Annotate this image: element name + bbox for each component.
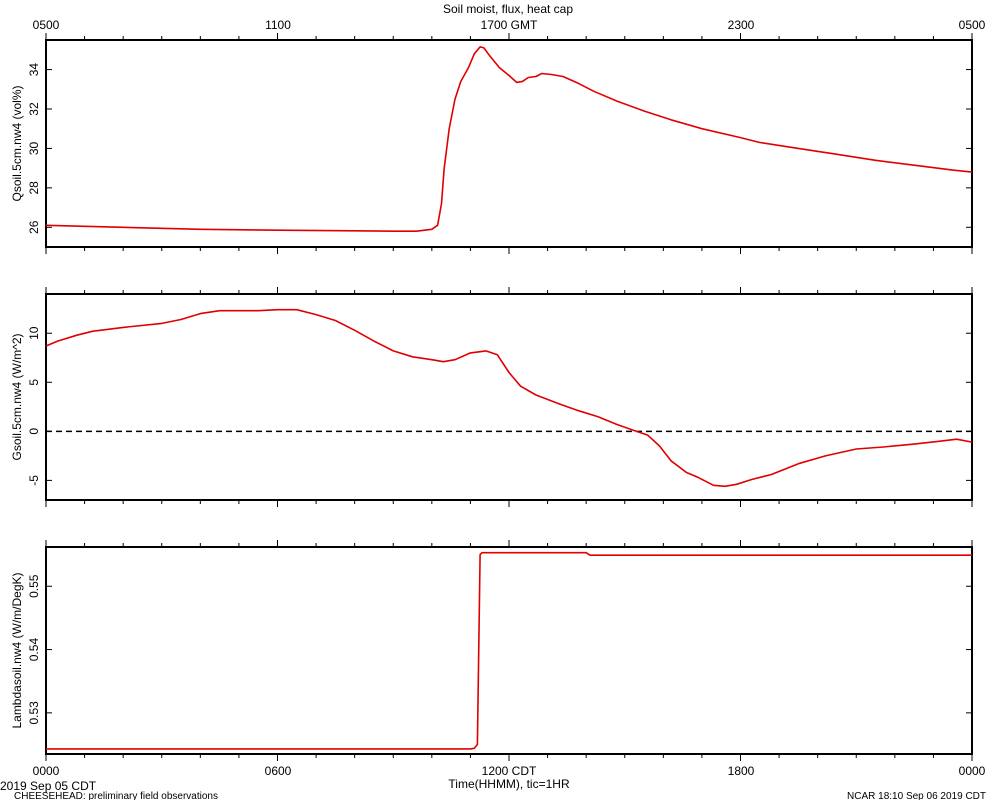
bottom-axis-tick-labels: 0000 0600 1200 CDT 1800 0000: [33, 764, 986, 778]
chart-title: Soil moist, flux, heat cap: [443, 2, 573, 16]
bottom-tick-label-0: 0000: [33, 764, 60, 778]
y-tick-label: 26: [27, 220, 41, 234]
y-tick-label: 32: [27, 102, 41, 116]
thermal-conductivity-series-line: [46, 551, 972, 750]
y-tick-label: 0: [27, 428, 41, 435]
bottom-tick-label-1: 0600: [265, 764, 292, 778]
top-tick-label-2: 1700 GMT: [481, 18, 538, 32]
soil-heat-flux-plot-frame: [45, 293, 973, 501]
bottom-tick-label-2: 1200 CDT: [482, 764, 537, 778]
thermal-conductivity-plot-frame: [45, 546, 973, 755]
y-tick-label: 0.55: [27, 574, 41, 598]
y-tick-label: 10: [27, 326, 41, 340]
y-tick-label: 30: [27, 141, 41, 155]
top-tick-label-0: 0500: [33, 18, 60, 32]
top-tick-label-1: 1100: [265, 18, 291, 32]
soil-moisture-y-axis-label: Qsoil.5cm.nw4 (vol%): [10, 85, 24, 201]
bottom-tick-label-4: 0000: [959, 764, 986, 778]
top-tick-label-4: 0500: [959, 18, 986, 32]
soil-moisture-plot-frame: [45, 39, 973, 248]
y-tick-label: 28: [27, 181, 41, 195]
start-date-label: 2019 Sep 05 CDT: [0, 779, 97, 793]
thermal-conductivity-y-axis-label: Lambdasoil.nw4 (W/m/DegK): [10, 572, 24, 728]
footer-project-note: CHEESEHEAD: preliminary field observatio…: [14, 791, 218, 800]
y-tick-label: 5: [27, 379, 41, 386]
top-axis-tick-labels: 0500 1100 1700 GMT 2300 0500: [33, 18, 986, 32]
soil-moisture-series-line: [45, 46, 973, 232]
y-tick-label: 0.53: [27, 701, 41, 725]
top-tick-label-3: 2300: [728, 18, 755, 32]
y-tick-label: 34: [27, 63, 41, 77]
soil-heat-flux-series-line: [45, 308, 973, 488]
footer-timestamp: NCAR 18:10 Sep 06 2019 CDT: [847, 791, 986, 800]
soil-heat-flux-y-axis-label: Gsoil.5cm.nw4 (W/m^2): [10, 334, 24, 461]
bottom-tick-label-3: 1800: [728, 764, 755, 778]
y-tick-label: -5: [27, 475, 41, 486]
y-tick-label: 0.54: [27, 638, 41, 662]
x-axis-label: Time(HHMM), tic=1HR: [448, 777, 570, 791]
